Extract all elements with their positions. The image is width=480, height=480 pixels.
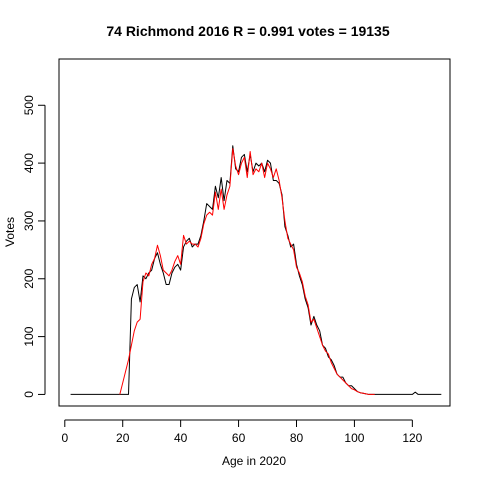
y-tick-label: 400: [22, 153, 36, 173]
y-tick-label: 100: [22, 326, 36, 346]
x-tick-label: 40: [174, 431, 188, 445]
x-tick-label: 120: [402, 431, 422, 445]
series-line-observed: [70, 145, 442, 395]
y-axis: 0 100 200 300 400 500: [22, 95, 46, 398]
x-tick-label: 100: [344, 431, 364, 445]
y-axis-label: Votes: [3, 217, 17, 247]
y-tick-label: 0: [22, 391, 36, 398]
series-layer: [70, 145, 442, 395]
x-tick-label: 60: [232, 431, 246, 445]
series-line-fitted: [119, 148, 375, 395]
x-tick-label: 0: [61, 431, 68, 445]
y-tick-label: 500: [22, 95, 36, 115]
y-tick-label: 200: [22, 268, 36, 288]
y-tick-label: 300: [22, 211, 36, 231]
x-axis-label: Age in 2020: [222, 454, 286, 468]
x-tick-label: 20: [116, 431, 130, 445]
x-axis: 0 20 40 60 80 100 120: [61, 419, 423, 445]
x-tick-label: 80: [290, 431, 304, 445]
chart-title: 74 Richmond 2016 R = 0.991 votes = 19135: [106, 23, 389, 39]
plot-frame: [58, 58, 451, 407]
